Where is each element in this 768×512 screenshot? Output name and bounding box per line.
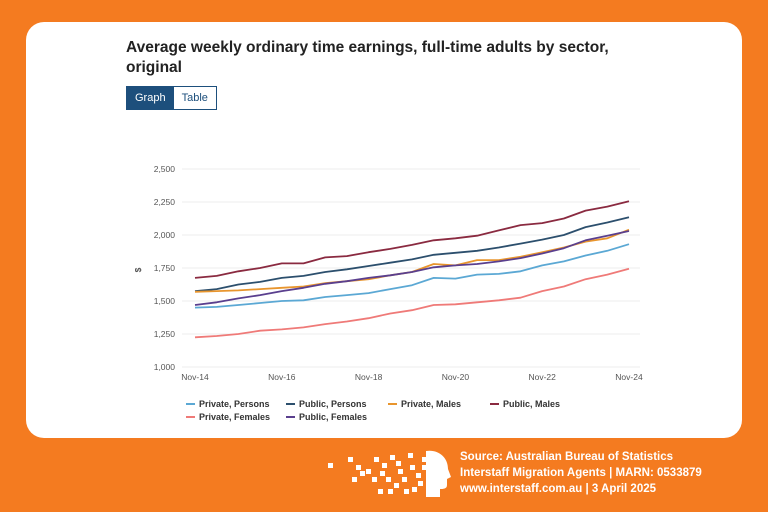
y-tick-label: 1,500 xyxy=(154,296,176,306)
legend-label: Private, Persons xyxy=(199,399,270,409)
legend-swatch xyxy=(490,403,499,405)
y-tick-label: 2,000 xyxy=(154,230,176,240)
legend-item[interactable]: Public, Females xyxy=(286,412,388,422)
legend-swatch xyxy=(388,403,397,405)
footer-text: Source: Australian Bureau of Statistics … xyxy=(460,449,702,497)
x-tick-label: Nov-14 xyxy=(181,372,209,382)
x-tick-label: Nov-18 xyxy=(355,372,383,382)
series-line-private-females xyxy=(194,267,630,339)
legend-label: Public, Females xyxy=(299,412,368,422)
legend-item[interactable]: Public, Persons xyxy=(286,399,388,409)
tab-table[interactable]: Table xyxy=(173,87,216,109)
series-line-public-females xyxy=(194,230,630,306)
series-line-public-males xyxy=(194,200,630,279)
x-tick-label: Nov-16 xyxy=(268,372,296,382)
website-date-line: www.interstaff.com.au | 3 April 2025 xyxy=(460,483,657,495)
source-line: Source: Australian Bureau of Statistics xyxy=(460,451,674,463)
legend-label: Private, Females xyxy=(199,412,271,422)
legend-item[interactable]: Private, Persons xyxy=(186,399,286,409)
series-line-public-persons xyxy=(194,216,630,292)
tab-graph[interactable]: Graph xyxy=(127,87,174,109)
series-line-private-persons xyxy=(194,243,630,309)
legend-label: Private, Males xyxy=(401,399,462,409)
y-tick-label: 1,750 xyxy=(154,263,176,273)
chart-legend: Private, Persons Public, Persons Private, … xyxy=(186,399,646,422)
y-axis-label: $ xyxy=(133,267,143,272)
y-tick-label: 1,250 xyxy=(154,329,176,339)
legend-item[interactable]: Public, Males xyxy=(490,399,590,409)
legend-item[interactable]: Private, Males xyxy=(388,399,490,409)
legend-item[interactable]: Private, Females xyxy=(186,412,286,422)
legend-swatch xyxy=(286,416,295,418)
legend-label: Public, Persons xyxy=(299,399,367,409)
x-tick-label: Nov-22 xyxy=(528,372,556,382)
view-tabs: Graph Table xyxy=(126,86,217,110)
y-tick-label: 2,500 xyxy=(154,164,176,174)
legend-swatch xyxy=(186,403,195,405)
pixel-head-logo-icon xyxy=(328,450,451,497)
y-tick-label: 1,000 xyxy=(154,362,176,372)
legend-label: Public, Males xyxy=(503,399,561,409)
x-tick-label: Nov-24 xyxy=(615,372,643,382)
legend-swatch xyxy=(186,416,195,418)
agency-line: Interstaff Migration Agents | MARN: 0533… xyxy=(460,467,702,479)
x-tick-label: Nov-20 xyxy=(442,372,470,382)
chart-title: Average weekly ordinary time earnings, f… xyxy=(126,39,609,76)
legend-swatch xyxy=(286,403,295,405)
y-tick-label: 2,250 xyxy=(154,197,176,207)
